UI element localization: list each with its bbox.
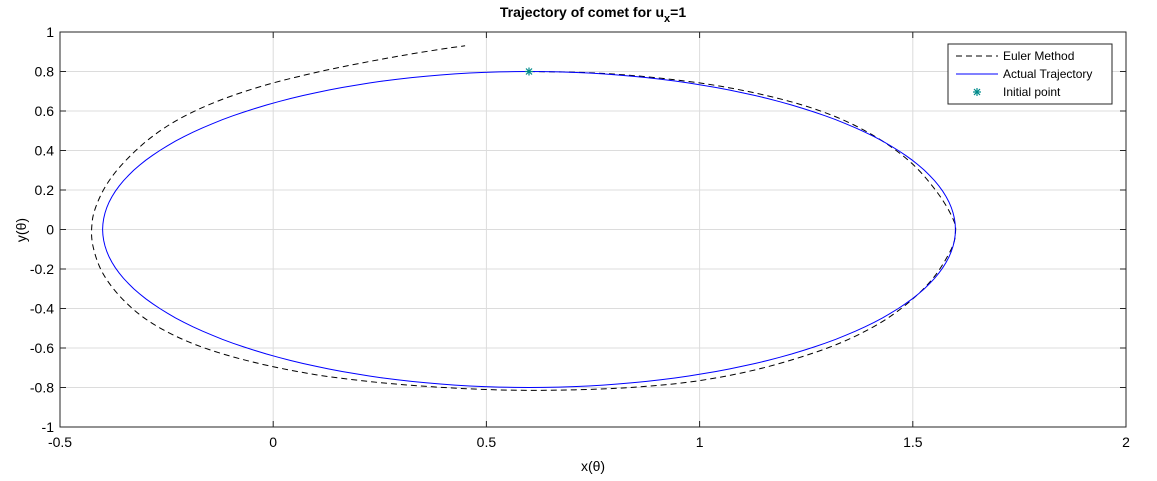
- x-axis-label: x(θ): [581, 458, 605, 474]
- initial-point-marker: [525, 67, 533, 76]
- y-tick-label: -0.2: [30, 261, 54, 277]
- y-tick-label: 0.2: [35, 182, 55, 198]
- y-tick-label: 0: [46, 222, 54, 238]
- x-tick-label: 1: [696, 434, 704, 450]
- y-tick-label: 0.8: [35, 64, 55, 80]
- y-tick-label: -0.8: [30, 380, 54, 396]
- y-tick-label: -1: [42, 419, 55, 435]
- x-tick-label: 1.5: [903, 434, 923, 450]
- y-tick-label: -0.4: [30, 301, 54, 317]
- chart-title-suffix: =1: [670, 4, 686, 20]
- legend: Euler Method Actual Trajectory Initial p…: [947, 43, 1113, 105]
- actual-trajectory-line: [102, 70, 956, 389]
- legend-initial-marker: [973, 88, 981, 96]
- x-tick-label: -0.5: [48, 434, 72, 450]
- y-tick-label: 1: [46, 24, 54, 40]
- series-layer: [91, 45, 957, 391]
- chart-title-subscript: x: [664, 13, 671, 25]
- x-tick-label: 0.5: [477, 434, 497, 450]
- y-axis-label: y(θ): [13, 218, 29, 242]
- legend-actual-label: Actual Trajectory: [1003, 67, 1092, 81]
- grid-lines: [59, 31, 1127, 428]
- legend-euler-label: Euler Method: [1003, 49, 1074, 63]
- y-tick-label: 0.4: [35, 143, 55, 159]
- y-tick-label: 0.6: [35, 103, 55, 119]
- legend-initial-label: Initial point: [1003, 85, 1061, 99]
- x-tick-label: 0: [269, 434, 277, 450]
- euler-method-line: [91, 45, 957, 391]
- axis-ticks: -0.5 0 0.5 1 1.5 2 -1 -0.8 -0.6 -0.4 -0.2 0 0.2 0.4 0.…: [30, 24, 1130, 450]
- y-tick-label: -0.6: [30, 340, 54, 356]
- x-tick-label: 2: [1122, 434, 1130, 450]
- chart-title: Trajectory of comet for ux=1: [500, 4, 686, 25]
